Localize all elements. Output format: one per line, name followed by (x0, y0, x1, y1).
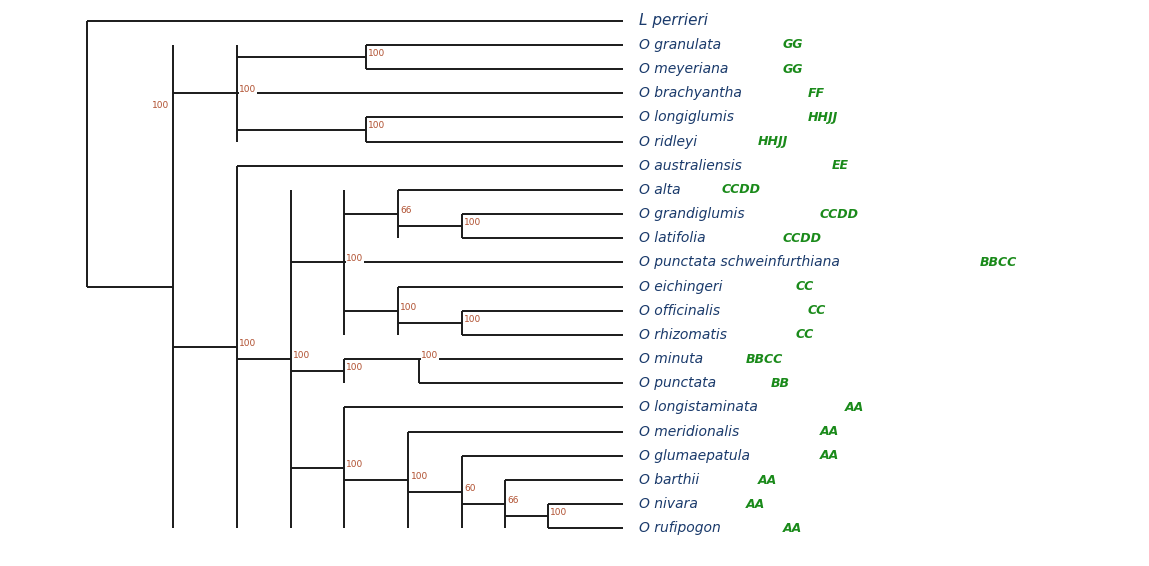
Text: BBCC: BBCC (746, 353, 784, 366)
Text: 100: 100 (550, 508, 568, 517)
Text: O minuta: O minuta (639, 352, 703, 366)
Text: 100: 100 (239, 85, 256, 94)
Text: CCDD: CCDD (820, 208, 858, 221)
Text: 60: 60 (464, 484, 476, 493)
Text: CC: CC (795, 280, 813, 293)
Text: O barthii: O barthii (639, 473, 699, 487)
Text: 100: 100 (346, 460, 363, 469)
Text: 100: 100 (153, 101, 170, 110)
Text: AA: AA (746, 498, 765, 511)
Text: FF: FF (808, 87, 825, 100)
Text: 100: 100 (464, 315, 481, 324)
Text: 100: 100 (239, 339, 256, 348)
Text: 100: 100 (464, 218, 481, 227)
Text: GG: GG (782, 63, 803, 76)
Text: HHJJ: HHJJ (758, 135, 788, 148)
Text: AA: AA (820, 425, 839, 438)
Text: L perrieri: L perrieri (639, 13, 708, 28)
Text: O rufipogon: O rufipogon (639, 521, 720, 535)
Text: 100: 100 (400, 303, 417, 312)
Text: AA: AA (820, 449, 839, 462)
Text: CC: CC (808, 305, 826, 318)
Text: O alta: O alta (639, 183, 680, 197)
Text: O granulata: O granulata (639, 38, 720, 52)
Text: O ridleyi: O ridleyi (639, 135, 697, 149)
Text: CC: CC (795, 328, 813, 341)
Text: O longiglumis: O longiglumis (639, 110, 734, 125)
Text: GG: GG (782, 38, 803, 52)
Text: O meridionalis: O meridionalis (639, 424, 739, 439)
Text: 100: 100 (346, 254, 363, 263)
Text: 100: 100 (368, 121, 385, 130)
Text: O meyeriana: O meyeriana (639, 62, 728, 76)
Text: 100: 100 (346, 363, 363, 372)
Text: AA: AA (782, 522, 802, 535)
Text: O glumaepatula: O glumaepatula (639, 449, 750, 463)
Text: O officinalis: O officinalis (639, 304, 720, 318)
Text: 66: 66 (507, 496, 518, 505)
Text: O nivara: O nivara (639, 497, 697, 511)
Text: 100: 100 (410, 472, 427, 481)
Text: O latifolia: O latifolia (639, 231, 705, 245)
Text: AA: AA (758, 474, 778, 487)
Text: O grandiglumis: O grandiglumis (639, 207, 745, 221)
Text: O punctata: O punctata (639, 376, 716, 391)
Text: O punctata schweinfurthiana: O punctata schweinfurthiana (639, 255, 840, 269)
Text: O longistaminata: O longistaminata (639, 401, 757, 414)
Text: AA: AA (845, 401, 864, 414)
Text: O australiensis: O australiensis (639, 158, 741, 173)
Text: O brachyantha: O brachyantha (639, 86, 741, 100)
Text: 100: 100 (368, 49, 385, 58)
Text: BB: BB (771, 377, 789, 390)
Text: HHJJ: HHJJ (808, 111, 838, 124)
Text: 66: 66 (400, 206, 411, 215)
Text: BBCC: BBCC (980, 256, 1017, 269)
Text: O eichingeri: O eichingeri (639, 280, 723, 294)
Text: CCDD: CCDD (722, 183, 761, 196)
Text: 100: 100 (293, 351, 310, 360)
Text: EE: EE (832, 159, 849, 172)
Text: O rhizomatis: O rhizomatis (639, 328, 727, 342)
Text: 100: 100 (422, 351, 439, 360)
Text: CCDD: CCDD (782, 232, 822, 245)
